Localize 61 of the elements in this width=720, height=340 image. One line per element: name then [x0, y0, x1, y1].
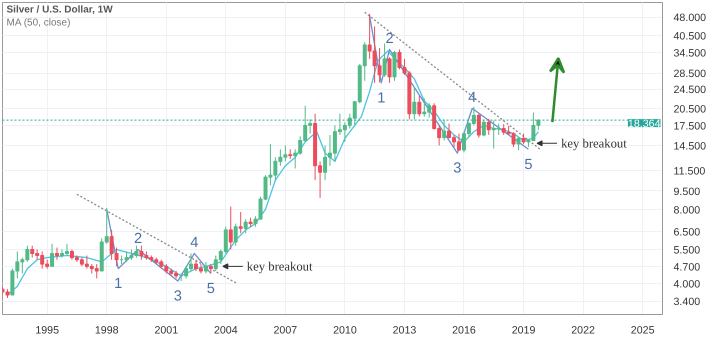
annotation: 5: [206, 280, 215, 297]
x-tick-label: 2016: [452, 324, 476, 336]
x-tick-label: 2019: [512, 324, 536, 336]
x-tick-label: 2010: [333, 324, 357, 336]
candlestick: [244, 218, 248, 234]
y-tick-label: 4.700: [674, 261, 700, 274]
annotation: 1: [377, 90, 386, 106]
candlestick: [442, 118, 446, 141]
annotation: key breakout: [246, 259, 313, 274]
annotation: 3: [174, 288, 182, 304]
x-tick-label: 2007: [274, 324, 298, 336]
candlestick: [204, 261, 208, 274]
y-tick-label: 17.500: [674, 120, 706, 132]
candlestick: [248, 217, 253, 228]
x-tick-label: 1998: [94, 324, 119, 336]
annotation: key breakout: [561, 136, 628, 150]
annotation: 5: [524, 156, 533, 173]
y-tick-label: 14.500: [674, 140, 706, 152]
text: MA (50, close): [6, 18, 70, 28]
candlestick: [516, 137, 521, 151]
candlestick: [228, 206, 233, 250]
x-tick-label: 2022: [571, 324, 596, 336]
candlestick: [208, 264, 213, 274]
y-tick-label: 40.500: [674, 30, 706, 42]
y-tick-label: 20.500: [674, 103, 706, 116]
candlestick: [417, 96, 422, 118]
x-tick-label: 2004: [214, 324, 238, 336]
annotation: 3: [453, 160, 462, 177]
y-tick-label: 28.500: [674, 68, 706, 80]
candlestick: [412, 86, 416, 120]
annotation: 2: [134, 230, 142, 247]
y-tick-label: 6.500: [674, 226, 700, 239]
candlestick: [388, 56, 392, 84]
chart-title: Silver / U.S. Dollar, 1W: [6, 4, 114, 16]
candlestick: [238, 212, 243, 234]
x-tick-label: 1995: [35, 324, 60, 336]
annotation: 4: [190, 234, 198, 251]
annotation: 2: [385, 30, 394, 47]
candlestick: [482, 118, 486, 137]
y-tick-label: 9.500: [674, 186, 700, 198]
y-tick-label: 34.500: [674, 48, 706, 60]
annotation: 4: [468, 90, 476, 106]
candlestick: [522, 133, 526, 145]
y-tick-label: 8.000: [674, 204, 700, 216]
x-tick-label: 2001: [154, 324, 178, 336]
candlestick: [382, 43, 387, 78]
y-tick-label: 11.500: [674, 165, 706, 178]
y-tick-label: 48.000: [674, 12, 706, 24]
y-tick-label: 4.000: [674, 278, 700, 291]
candlestick: [234, 223, 238, 246]
candlestick: [486, 118, 491, 136]
x-tick-label: 2013: [392, 324, 416, 336]
y-tick-label: 24.500: [674, 84, 706, 96]
candlestick: [55, 247, 60, 260]
candlestick: [476, 113, 481, 138]
y-tick-label: 3.400: [674, 296, 700, 308]
candlestick: [492, 120, 496, 150]
x-tick-label: 2025: [630, 324, 655, 336]
y-tick-label: 5.500: [674, 244, 700, 256]
annotation: 1: [114, 276, 122, 292]
candlestick: [50, 243, 54, 267]
